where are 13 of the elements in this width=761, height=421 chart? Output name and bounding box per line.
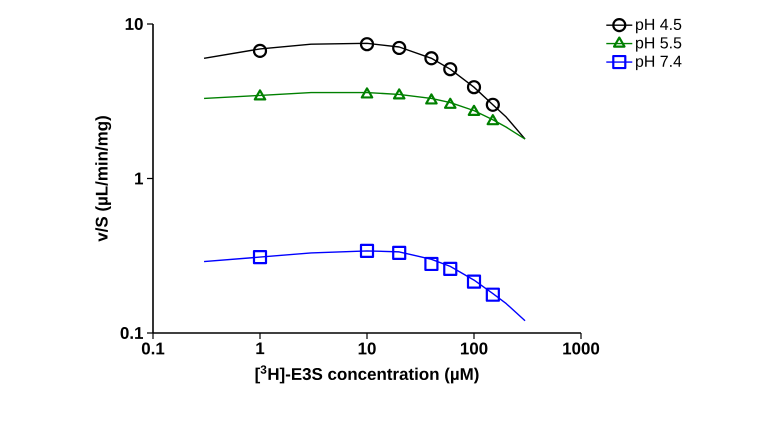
x-tick-label: 10	[358, 342, 376, 355]
legend-label: pH 4.5	[636, 18, 682, 34]
x-tick-label: 1000	[563, 342, 600, 355]
y-axis-title: v/S (µL/min/mg)	[95, 116, 112, 242]
y-tick-label: 1	[135, 172, 144, 184]
legend-label: pH 7.4	[636, 56, 682, 70]
legend-label: pH 5.5	[636, 37, 682, 52]
x-tick-label: 1	[256, 342, 264, 354]
y-tick-label: 10	[126, 18, 143, 30]
y-tick-label: 0.1	[120, 327, 144, 340]
x-axis-title: [$^{3}$H]-E3S concentration (µM)	[256, 365, 479, 384]
x-tick-label: 0.1	[142, 342, 164, 355]
x-tick-label: 100	[460, 342, 488, 355]
